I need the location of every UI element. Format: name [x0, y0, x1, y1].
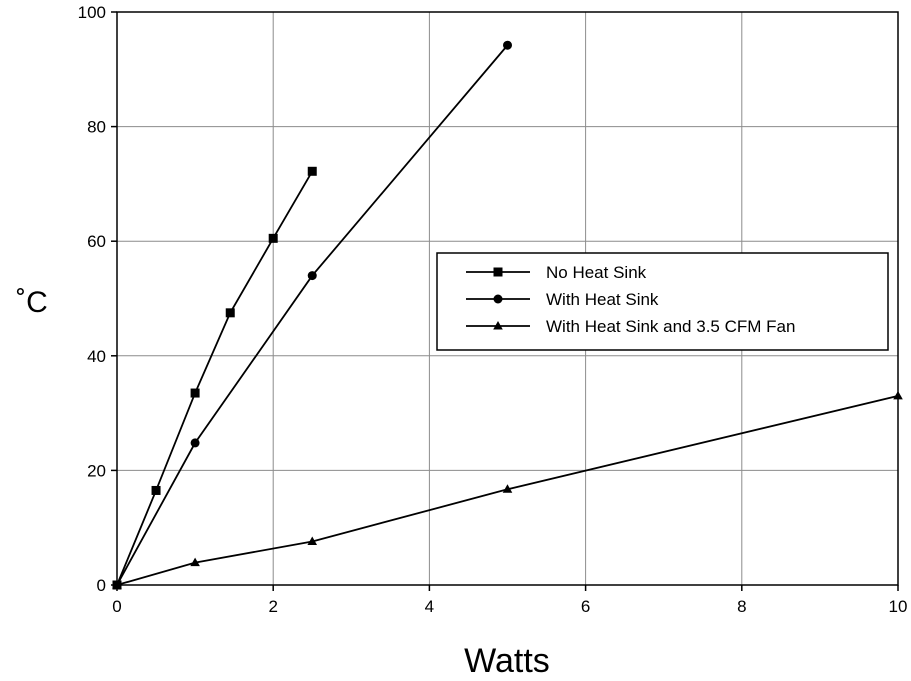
- series-group: [112, 40, 903, 590]
- legend-marker: [493, 321, 503, 330]
- legend-label: No Heat Sink: [546, 263, 647, 282]
- plot-frame: [116, 11, 899, 586]
- legend-label: With Heat Sink and 3.5 CFM Fan: [546, 317, 795, 336]
- legend-marker: [493, 294, 503, 304]
- y-tick-label: 80: [87, 118, 106, 137]
- y-tick-label: 0: [97, 576, 106, 595]
- data-point: [268, 233, 278, 243]
- x-tick-label: 4: [425, 597, 434, 616]
- data-point: [190, 388, 200, 398]
- x-axis-label: Watts: [464, 642, 550, 680]
- legend-label: With Heat Sink: [546, 290, 659, 309]
- x-tick-label: 10: [889, 597, 908, 616]
- series-line: [116, 44, 509, 586]
- legend-marker: [493, 267, 503, 277]
- x-tick-label: 8: [737, 597, 746, 616]
- legend-box: [436, 252, 889, 351]
- data-point: [112, 580, 122, 589]
- legend-item: With Heat Sink and 3.5 CFM Fan: [466, 317, 795, 336]
- series-1: [112, 166, 317, 590]
- legend-item: With Heat Sink: [466, 290, 659, 309]
- data-point: [502, 484, 513, 493]
- data-point: [503, 40, 512, 50]
- series-line: [116, 170, 314, 586]
- legend-item: No Heat Sink: [466, 263, 647, 282]
- data-point: [893, 390, 903, 400]
- data-point: [307, 536, 318, 545]
- y-axis-label: ˚C: [16, 286, 48, 319]
- x-tick-label: 2: [268, 597, 277, 616]
- data-point: [190, 438, 200, 448]
- y-tick-label: 60: [87, 232, 106, 251]
- data-point: [307, 271, 317, 281]
- y-tick-label: 20: [87, 461, 106, 480]
- data-point: [225, 308, 235, 318]
- x-tick-label: 0: [112, 597, 121, 616]
- y-tick-label: 40: [87, 347, 106, 366]
- legend: No Heat Sink With Heat Sink With Heat Sink…: [436, 252, 889, 351]
- x-tick-label: 6: [581, 597, 590, 616]
- series-3: [112, 390, 903, 589]
- y-tick-label: 100: [78, 3, 106, 22]
- data-point: [307, 166, 317, 176]
- data-point: [190, 557, 200, 567]
- data-point: [151, 485, 161, 495]
- series-2: [112, 40, 512, 590]
